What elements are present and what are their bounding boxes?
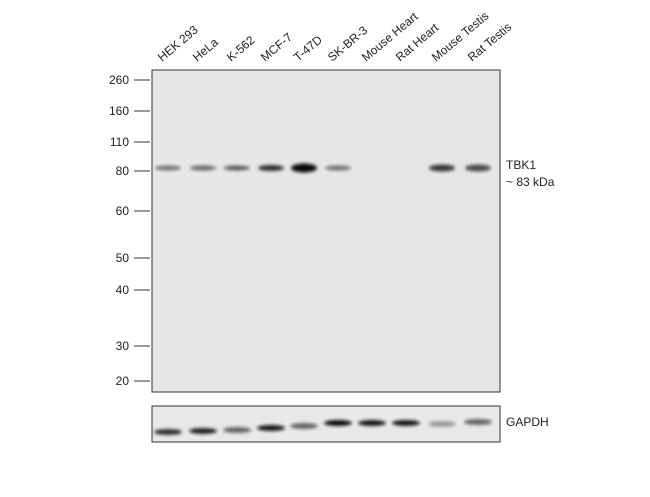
target-name: TBK1 [506,158,536,172]
tbk1-band [258,165,284,171]
tbk1-band [224,165,250,171]
gapdh-band [223,427,251,433]
tbk1-band [155,165,181,171]
gapdh-band [324,420,352,426]
gapdh-band [257,425,285,431]
tbk1-band [190,165,216,171]
gapdh-band [290,423,318,429]
marker-label: 20 [116,374,130,388]
tbk1-band [465,164,491,172]
tbk1-band [325,165,351,171]
marker-label: 80 [116,164,130,178]
target-size: ~ 83 kDa [506,175,555,189]
marker-label: 160 [109,104,129,118]
gapdh-band [358,420,386,426]
loading-control: GAPDH [506,415,549,429]
marker-label: 60 [116,204,130,218]
main-blot [151,69,501,393]
tbk1-band [291,163,317,173]
gapdh-band [428,421,456,427]
bands [154,163,492,435]
marker-label: 30 [116,339,130,353]
marker-label: 110 [110,135,129,149]
lane-label: T-47D [291,32,325,64]
gapdh-band [189,428,217,434]
gapdh-band [464,419,492,425]
tbk1-band [429,164,455,172]
gapdh-band [154,429,182,435]
lane-label: MCF-7 [258,30,295,65]
lane-label: HeLa [190,35,221,64]
marker-label: 260 [109,73,129,87]
lane-label: K-562 [224,33,258,65]
marker-label: 50 [116,251,130,265]
gapdh-band [392,420,420,426]
marker-label: 40 [116,283,130,297]
